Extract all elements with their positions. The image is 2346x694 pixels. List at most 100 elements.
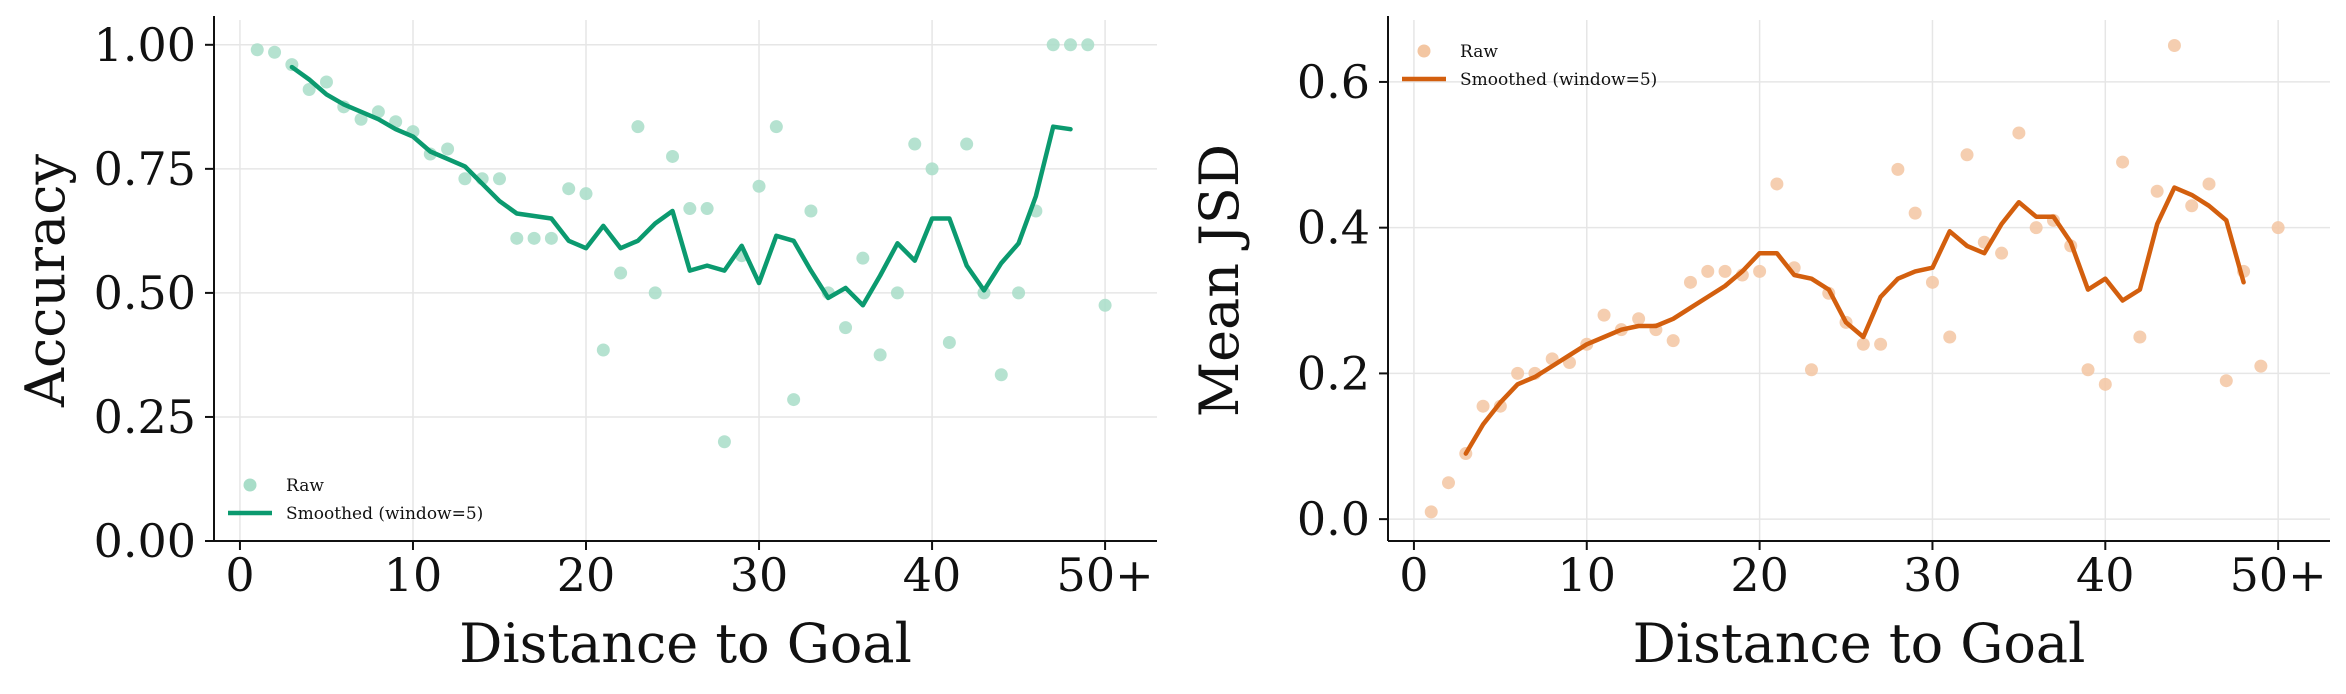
raw-point — [1012, 286, 1026, 300]
raw-point — [1804, 363, 1818, 377]
raw-point — [890, 286, 904, 300]
y-tick-label: 1.00 — [94, 18, 196, 72]
raw-point — [2029, 221, 2043, 235]
raw-point — [319, 75, 333, 89]
smoothed-line — [289, 64, 1073, 308]
raw-point — [2133, 330, 2147, 344]
raw-point — [1753, 264, 1767, 278]
y-tick-label: 0.50 — [94, 266, 196, 320]
raw-point — [717, 435, 731, 449]
raw-point — [1908, 206, 1922, 220]
x-axis-title: Distance to Goal — [1633, 612, 2086, 675]
raw-point — [1960, 148, 1974, 162]
raw-point — [371, 105, 385, 119]
raw-point — [1701, 264, 1715, 278]
raw-point — [683, 202, 697, 216]
raw-point — [2098, 377, 2112, 391]
raw-point — [1063, 38, 1077, 52]
x-tick-label: 40 — [2076, 548, 2135, 602]
raw-point — [2012, 126, 2026, 140]
y-tick-label: 0.4 — [1297, 201, 1370, 255]
legend-smoothed-label: Smoothed (window=5) — [1460, 70, 1657, 90]
raw-point — [908, 137, 922, 151]
x-tick-label: 10 — [1557, 548, 1616, 602]
y-tick-label: 0.6 — [1297, 55, 1370, 109]
raw-point — [596, 343, 610, 357]
raw-point — [787, 393, 801, 407]
raw-point — [1597, 308, 1611, 322]
y-axis-title: Accuracy — [14, 154, 77, 409]
raw-point — [614, 266, 628, 280]
raw-point — [2202, 177, 2216, 191]
legend-raw-label: Raw — [1460, 42, 1498, 62]
raw-point — [994, 368, 1008, 382]
raw-point — [960, 137, 974, 151]
raw-point — [856, 251, 870, 265]
raw-point — [1046, 38, 1060, 52]
raw-point — [1632, 312, 1646, 326]
raw-point — [925, 162, 939, 176]
raw-point — [1995, 246, 2009, 260]
raw-point — [2254, 359, 2268, 373]
raw-point — [1511, 366, 1525, 380]
raw-point — [752, 179, 766, 193]
raw-point — [804, 204, 818, 218]
legend-raw-label: Raw — [286, 476, 324, 496]
accuracy-panel: 0 10 20 30 40 50+ 0.00 0.25 0.50 0.75 1.00 Distance… — [14, 16, 1157, 675]
raw-point — [700, 202, 714, 216]
raw-point — [1874, 337, 1888, 351]
y-tick-label: 0.25 — [94, 390, 196, 444]
raw-point — [510, 231, 524, 245]
y-tick-label: 0.75 — [94, 142, 196, 196]
raw-point — [354, 112, 368, 126]
raw-point — [2219, 374, 2233, 388]
raw-point — [268, 45, 282, 59]
raw-point — [1476, 399, 1490, 413]
x-tick-label: 0 — [1399, 548, 1428, 602]
raw-point — [2081, 363, 2095, 377]
jsd-panel: 0 10 20 30 40 50+ 0.0 0.2 0.4 0.6 Distance to Goal… — [1188, 16, 2330, 675]
raw-point — [492, 172, 506, 186]
raw-point — [977, 286, 991, 300]
raw-point — [1666, 334, 1680, 348]
raw-point — [1718, 264, 1732, 278]
raw-point — [666, 149, 680, 163]
raw-point — [769, 120, 783, 134]
raw-point — [631, 120, 645, 134]
raw-point — [2116, 155, 2130, 169]
raw-point — [2185, 199, 2199, 213]
raw-point — [544, 231, 558, 245]
raw-point — [1925, 275, 1939, 289]
raw-point — [2150, 184, 2164, 198]
legend-raw-marker — [1417, 44, 1431, 58]
x-tick-label: 30 — [1903, 548, 1962, 602]
raw-point — [1683, 275, 1697, 289]
raw-point — [2271, 221, 2285, 235]
raw-point — [1098, 298, 1112, 312]
raw-point — [873, 348, 887, 362]
x-axis-title: Distance to Goal — [459, 612, 912, 675]
raw-point — [527, 231, 541, 245]
raw-point — [2167, 39, 2181, 53]
y-tick-label: 0.2 — [1297, 346, 1370, 400]
x-tick-label: 10 — [384, 548, 443, 602]
raw-point — [579, 187, 593, 201]
x-tick-label: 30 — [730, 548, 789, 602]
raw-point — [1770, 177, 1784, 191]
smoothed-line — [1463, 185, 2246, 456]
raw-point — [1943, 330, 1957, 344]
legend-raw-marker — [243, 478, 257, 492]
y-tick-label: 0.00 — [94, 514, 196, 568]
y-tick-label: 0.0 — [1297, 492, 1370, 546]
raw-point — [441, 142, 455, 156]
raw-point — [839, 321, 853, 335]
raw-point — [648, 286, 662, 300]
raw-point — [1441, 476, 1455, 490]
raw-point — [1424, 505, 1438, 519]
x-tick-label: 40 — [903, 548, 962, 602]
raw-point — [942, 336, 956, 350]
raw-point — [1891, 162, 1905, 176]
raw-point — [250, 43, 264, 57]
raw-point — [1081, 38, 1095, 52]
